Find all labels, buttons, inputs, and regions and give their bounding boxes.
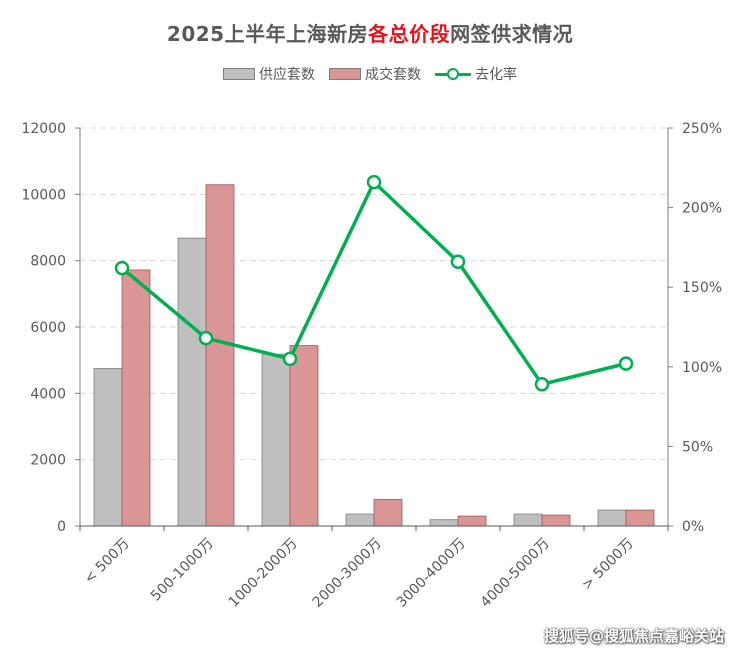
category-label: 3000-4000万 [394, 536, 469, 611]
bar-supply [345, 513, 375, 527]
legend-label-rate: 去化率 [475, 67, 517, 83]
category-label: 500-1000万 [148, 536, 217, 605]
right-tick-label: 0% [682, 519, 704, 535]
watermark: 搜狐号@搜狐焦点嘉峪关站 [543, 627, 724, 645]
bar-supply [513, 513, 543, 527]
bar-deals [625, 509, 655, 527]
category-label: 4000-5000万 [478, 536, 553, 611]
left-tick-label: 10000 [21, 187, 66, 203]
left-tick-label: 4000 [30, 386, 66, 402]
bar-deals [373, 499, 403, 527]
title-part1: 2025上半年上海新房 [166, 22, 369, 46]
rate-point [534, 377, 550, 392]
bar-supply [177, 237, 207, 527]
grid-lines [80, 127, 668, 461]
rate-point [198, 330, 214, 346]
right-tick-label: 50% [682, 439, 713, 455]
bar-deals [457, 515, 487, 527]
right-tick-label: 100% [682, 360, 722, 376]
legend-item-rate[interactable]: 去化率 [435, 64, 517, 84]
legend-swatch-rate [435, 68, 471, 80]
bar-supply [261, 353, 291, 527]
rate-line-series [114, 174, 634, 392]
rate-point [282, 351, 298, 367]
legend-label-deals: 成交套数 [365, 67, 421, 83]
rate-point [114, 260, 130, 276]
bar-supply [93, 368, 123, 527]
legend-swatch-deals [329, 68, 361, 80]
bar-supply [429, 519, 459, 527]
left-tick-label: 8000 [30, 254, 66, 270]
right-tick-label: 150% [682, 280, 722, 296]
category-label: 1000-2000万 [226, 536, 301, 611]
bar-deals [121, 269, 151, 527]
bar-deals [541, 514, 571, 527]
legend-item-deals[interactable]: 成交套数 [329, 64, 421, 84]
rate-point [450, 254, 466, 269]
legend-label-supply: 供应套数 [259, 67, 315, 83]
category-label: 2000-3000万 [310, 536, 385, 611]
left-tick-label: 2000 [30, 453, 66, 469]
bar-series [93, 184, 655, 527]
chart-legend: 供应套数 成交套数 去化率 [0, 64, 740, 84]
category-label: < 500万 [81, 536, 133, 588]
right-tick-label: 250% [682, 121, 722, 137]
legend-item-supply[interactable]: 供应套数 [223, 64, 315, 84]
left-tick-label: 12000 [21, 121, 66, 137]
left-tick-label: 6000 [30, 320, 66, 336]
title-highlight: 各总价段 [368, 22, 451, 46]
bar-supply [597, 509, 627, 527]
axes [75, 127, 673, 531]
legend-swatch-supply [223, 68, 255, 80]
rate-point [366, 174, 382, 190]
bar-deals [205, 184, 235, 527]
chart-title: 2025上半年上海新房各总价段网签供求情况 [0, 18, 740, 47]
right-tick-label: 200% [682, 201, 722, 217]
title-part2: 网签供求情况 [450, 22, 574, 46]
bar-deals [289, 345, 319, 527]
category-label: > 5000万 [579, 536, 637, 594]
rate-point [618, 356, 634, 371]
left-tick-label: 0 [57, 519, 66, 535]
